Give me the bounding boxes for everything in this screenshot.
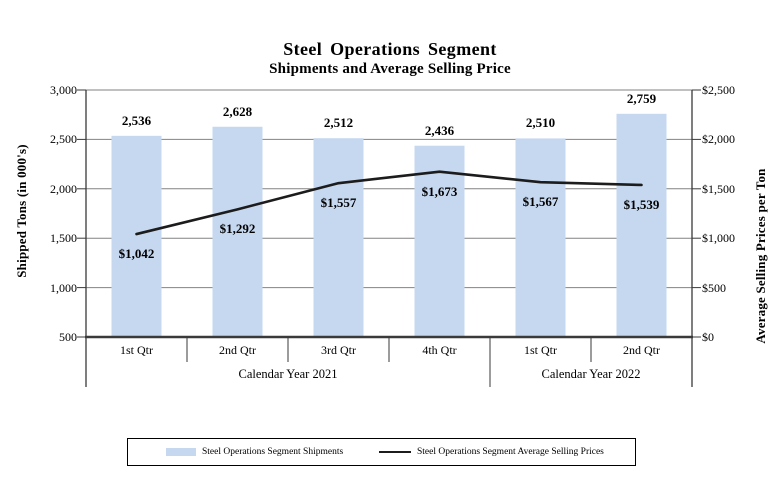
legend-label-shipments: Steel Operations Segment Shipments [202, 447, 344, 457]
bar [515, 138, 566, 337]
legend-swatch-line-icon [379, 450, 411, 454]
legend-item-shipments: Steel Operations Segment Shipments [166, 447, 343, 457]
bar [414, 145, 465, 337]
bar [313, 138, 364, 337]
chart-subtitle: Shipments and Average Selling Price [269, 61, 511, 77]
legend-item-prices: Steel Operations Segment Average Selling… [379, 447, 604, 457]
legend-swatch-bar-icon [166, 448, 196, 456]
legend: Steel Operations Segment Shipments Steel… [127, 438, 636, 466]
bar [212, 126, 263, 337]
legend-label-prices: Steel Operations Segment Average Selling… [417, 447, 604, 457]
bar [616, 113, 667, 338]
price-line [135, 170, 643, 236]
chart-title: Steel Operations Segment [283, 39, 497, 59]
bar [111, 135, 162, 337]
